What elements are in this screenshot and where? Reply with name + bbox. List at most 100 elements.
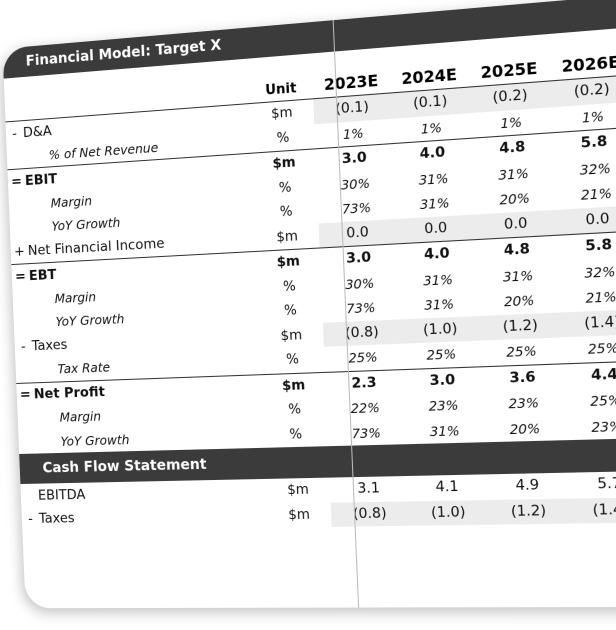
row-unit: % xyxy=(283,303,298,320)
cell-value: (1.0) xyxy=(400,315,481,344)
row-label: Net Profit xyxy=(33,384,106,403)
prefix-space xyxy=(18,434,36,449)
cell-value: (1.0) xyxy=(408,499,489,526)
row-prefix: = xyxy=(10,173,23,190)
cell-value: 3.0 xyxy=(429,370,456,389)
row-prefix: = xyxy=(14,268,27,285)
cell-value: 0.0 xyxy=(395,213,477,244)
row-unit: $m xyxy=(276,228,299,246)
cell-value: 25% xyxy=(505,342,537,360)
row-unit: % xyxy=(285,352,300,369)
row-label: Net Financial Income xyxy=(27,235,165,260)
row-unit: $m xyxy=(281,377,306,394)
row-label: Margin xyxy=(59,408,102,425)
cell-value: 4.4 xyxy=(590,365,616,384)
cell-value: 23% xyxy=(508,394,540,412)
cell-value: 1% xyxy=(581,107,605,126)
row-unit: % xyxy=(289,426,303,443)
row-label: Tax Rate xyxy=(57,359,111,377)
cell-value: (1.4) xyxy=(568,496,616,524)
cell-value: 20% xyxy=(503,292,535,310)
cell-value: 5.7 xyxy=(596,474,616,493)
income-section: - D&A $m (0.1) (0.1) (0.2) (0.2)% of Net Reven… xyxy=(6,73,616,454)
cell-value: (0.8) xyxy=(322,318,402,347)
cell-value: 5.8 xyxy=(584,236,613,255)
cell-value: 0.0 xyxy=(318,218,397,248)
cell-value: 23% xyxy=(590,417,616,435)
cell-value: 20% xyxy=(509,419,541,437)
cell-value: 31% xyxy=(429,422,460,439)
year-header: 2023E xyxy=(323,71,379,95)
cell-value: (1.2) xyxy=(487,498,570,525)
cell-value: 31% xyxy=(422,270,454,289)
row-unit: $m xyxy=(287,482,310,499)
row-label: YoY Growth xyxy=(55,311,125,330)
cell-value: 25% xyxy=(589,391,616,410)
year-header: 2024E xyxy=(401,65,458,89)
row-unit: % xyxy=(282,278,297,296)
cell-value: 3.6 xyxy=(509,368,537,387)
prefix-space xyxy=(10,220,28,236)
cell-value: 25% xyxy=(348,348,378,366)
row-unit: $m xyxy=(272,155,296,173)
row-label: EBIT xyxy=(24,170,58,189)
row-unit: $m xyxy=(270,105,293,123)
spreadsheet-card: Financial Model: Target X Unit 2023E 2024… xyxy=(2,0,616,609)
cell-value: 5.8 xyxy=(580,132,608,152)
row-prefix: - xyxy=(20,338,26,355)
row-label-cell: YoY Growth xyxy=(18,428,264,450)
prefix-space xyxy=(9,197,27,213)
cell-value: 22% xyxy=(350,399,381,417)
row-unit: % xyxy=(287,402,302,419)
cell-value: 30% xyxy=(344,274,375,292)
row-unit: % xyxy=(276,130,290,147)
cell-value: 21% xyxy=(580,184,613,203)
row-label-cell: EBITDA xyxy=(21,483,267,504)
cell-value: (1.4) xyxy=(560,308,616,338)
cell-value: 2.3 xyxy=(351,373,377,392)
row-prefix: - xyxy=(27,511,34,528)
year-header: 2025E xyxy=(480,58,538,83)
row-label-cell: - Taxes xyxy=(22,507,268,527)
cell-value: 73% xyxy=(345,299,376,317)
cell-value: 32% xyxy=(583,262,616,281)
cell-value: 32% xyxy=(579,159,612,178)
cell-value: 31% xyxy=(423,295,455,314)
prefix-space xyxy=(21,487,39,503)
prefix-space xyxy=(14,315,32,331)
cell-value: (1.2) xyxy=(479,311,562,341)
prefix-space xyxy=(7,149,25,165)
row-label: D&A xyxy=(22,122,53,141)
cell-value: 3.1 xyxy=(357,479,381,498)
row-prefix: + xyxy=(13,243,26,261)
row-label: Taxes xyxy=(38,510,75,528)
row-label: Margin xyxy=(54,288,97,306)
row-prefix: - xyxy=(11,125,18,142)
cell-value: 23% xyxy=(428,396,459,414)
cell-value: 25% xyxy=(587,339,616,357)
row-unit: $m xyxy=(288,507,311,524)
cell-value: 21% xyxy=(585,288,616,306)
row-unit: % xyxy=(278,179,292,197)
row-prefix: = xyxy=(19,386,31,404)
cell-value: 1% xyxy=(342,124,364,142)
prefix-space xyxy=(13,292,31,308)
row-label: EBITDA xyxy=(37,486,86,504)
cell-value: 4.9 xyxy=(515,476,540,495)
row-label-cell: Margin xyxy=(17,403,263,426)
row-unit: % xyxy=(279,204,293,221)
row-unit: $m xyxy=(280,327,303,345)
row-unit: $m xyxy=(276,254,301,271)
cell-value: 25% xyxy=(426,345,457,363)
row-label: Margin xyxy=(50,192,93,211)
prefix-space xyxy=(15,363,33,379)
cell-value: 4.1 xyxy=(435,478,459,496)
prefix-space xyxy=(17,411,35,427)
cell-value: (0.8) xyxy=(330,500,410,527)
cell-value: 73% xyxy=(351,424,382,441)
row-label: EBT xyxy=(28,266,57,284)
cell-value: 31% xyxy=(502,266,534,285)
row-label: Taxes xyxy=(31,337,68,355)
